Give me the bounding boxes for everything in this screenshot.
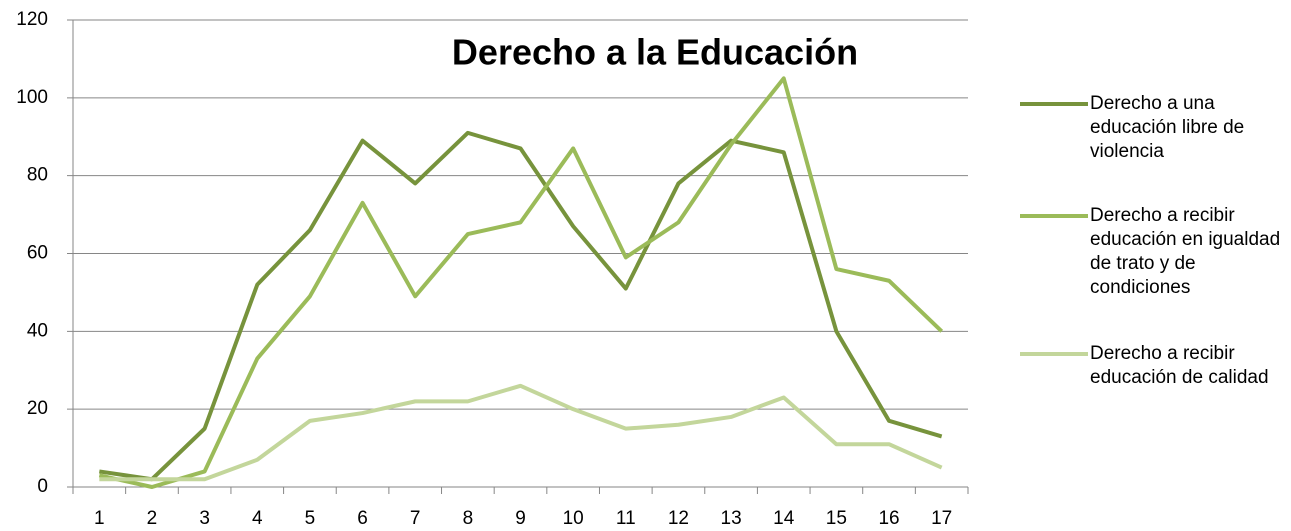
legend-swatch (1020, 214, 1088, 218)
x-tick-label: 8 (463, 508, 474, 529)
x-tick-label: 17 (931, 508, 952, 529)
x-tick-label: 4 (252, 508, 263, 529)
x-tick-label: 9 (515, 508, 526, 529)
legend-label: Derecho a recibir educación de calidad (1090, 343, 1269, 388)
y-tick-label: 20 (27, 398, 48, 419)
x-tick-label: 2 (147, 508, 158, 529)
series-line (99, 130, 943, 482)
x-tick-label: 16 (878, 508, 899, 529)
y-tick-label: 100 (16, 87, 48, 108)
legend-swatch (1020, 352, 1088, 356)
x-tick-label: 12 (668, 508, 689, 529)
series-line (99, 383, 943, 482)
y-tick-label: 80 (27, 165, 48, 186)
y-tick-label: 60 (27, 243, 48, 264)
x-tick-label: 13 (721, 508, 742, 529)
y-tick-label: 120 (16, 9, 48, 30)
x-tick-label: 3 (199, 508, 210, 529)
x-tick-label: 5 (305, 508, 316, 529)
legend-label: Derecho a recibir educación en igualdad … (1090, 205, 1281, 298)
y-tick-label: 40 (27, 320, 48, 341)
x-tick-label: 15 (826, 508, 847, 529)
x-tick-label: 11 (616, 508, 636, 529)
x-tick-label: 6 (357, 508, 368, 529)
x-tick-label: 7 (410, 508, 421, 529)
legend-label: Derecho a una educación libre de violenc… (1090, 93, 1245, 162)
x-tick-label: 14 (773, 508, 795, 529)
legend-swatch (1020, 102, 1088, 106)
x-tick-label: 10 (563, 508, 584, 529)
x-tick-label: 1 (94, 508, 105, 529)
series-line (98, 76, 944, 489)
chart-title: Derecho a la Educación (452, 32, 858, 73)
y-tick-label: 0 (37, 476, 48, 497)
